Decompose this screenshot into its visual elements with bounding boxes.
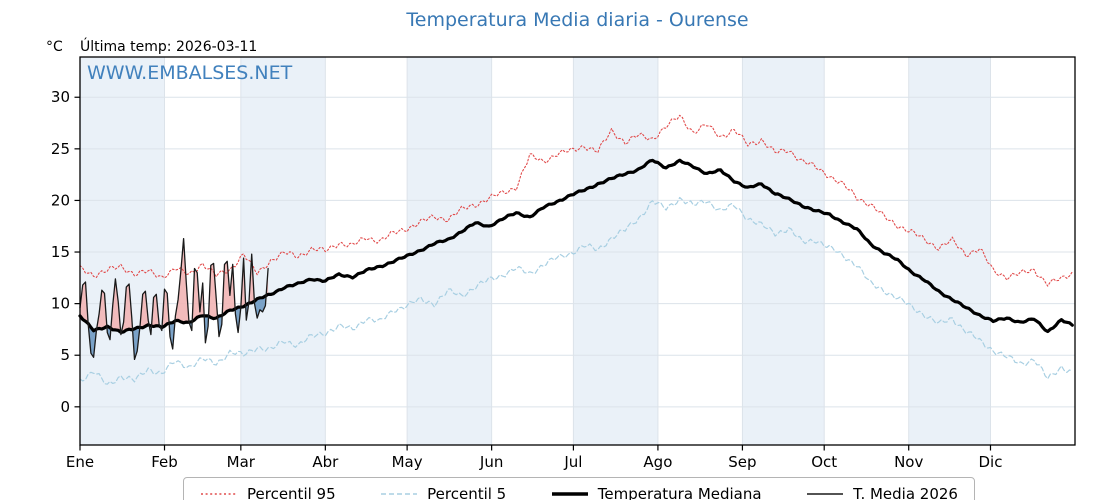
x-tick-label: May [392, 453, 423, 471]
watermark: WWW.EMBALSES.NET [87, 62, 293, 84]
legend-label: Temperatura Mediana [597, 485, 762, 500]
x-tick-label: Jul [563, 453, 582, 471]
x-tick-label: Jun [479, 453, 503, 471]
x-tick-label: Feb [151, 453, 178, 471]
mediana-line-icon [551, 492, 588, 496]
y-axis-unit-label: °C [46, 39, 63, 55]
x-tick-label: Oct [811, 453, 837, 471]
legend-item-percentil-5: Percentil 5 [380, 485, 506, 500]
plot-border [79, 56, 1076, 446]
x-tick-label: Abr [312, 453, 339, 471]
month-band [742, 57, 825, 445]
legend-item-percentil-95: Percentil 95 [200, 485, 336, 500]
y-tick-label: 30 [51, 88, 70, 106]
last-temp-annotation: Última temp: 2026-03-11 [80, 39, 258, 55]
y-tick-label: 25 [51, 140, 70, 158]
month-band [908, 57, 991, 445]
y-tick-label: 15 [51, 243, 70, 261]
y-tick-label: 5 [60, 346, 70, 364]
series-line-p95 [79, 114, 1073, 287]
x-tick-label: Sep [728, 453, 756, 471]
x-tick-label: Ene [66, 453, 94, 471]
x-tick-label: Ago [643, 453, 672, 471]
y-tick-label: 10 [51, 295, 70, 313]
y-tick-label: 20 [51, 191, 70, 209]
percentil-5-line-icon [381, 493, 418, 495]
month-band [573, 57, 658, 445]
percentil-95-line-icon [201, 493, 237, 495]
series-line-t2026 [79, 237, 269, 361]
chart-title: Temperatura Media diaria - Ourense [406, 9, 749, 31]
month-band [80, 57, 165, 445]
x-tick-label: Mar [227, 453, 256, 471]
legend: Percentil 95 Percentil 5 Temperatura Med… [183, 477, 975, 500]
month-band [240, 57, 326, 445]
fill-above-median [80, 238, 269, 333]
series-line-p5 [79, 196, 1073, 385]
x-tick-label: Dic [979, 453, 1003, 471]
legend-item-t-media-2026: T. Media 2026 [806, 485, 958, 500]
legend-label: Percentil 95 [247, 485, 336, 500]
y-tick-label: 0 [60, 398, 70, 416]
x-tick-label: Nov [894, 453, 923, 471]
legend-label: Percentil 5 [427, 485, 507, 500]
t-media-2026-line-icon [807, 493, 844, 495]
legend-item-temperatura-mediana: Temperatura Mediana [551, 485, 762, 500]
legend-label: T. Media 2026 [853, 485, 958, 500]
